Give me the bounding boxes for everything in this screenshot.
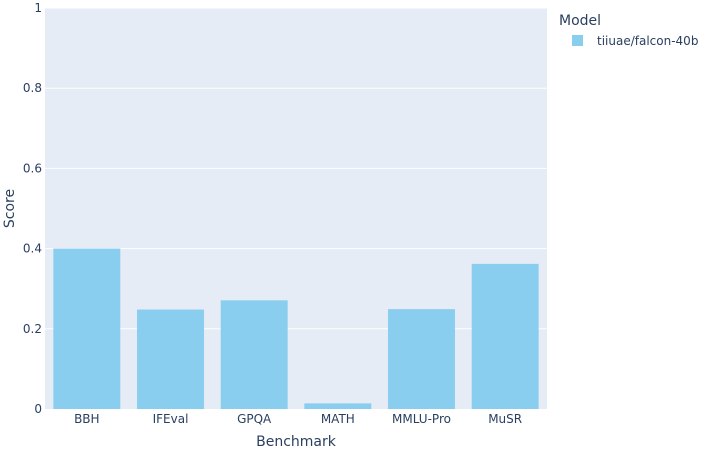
y-tick-label: 0 [34, 402, 42, 416]
y-tick-label: 1 [34, 1, 42, 15]
legend-item-label[interactable]: tiiuae/falcon-40b [597, 34, 698, 48]
legend-title: Model [559, 13, 601, 29]
legend-swatch[interactable] [572, 35, 583, 46]
gridlines [45, 7, 547, 330]
bar-mmlu-pro[interactable] [388, 309, 455, 409]
x-tick-label: BBH [74, 412, 100, 426]
y-tick-label: 0.2 [23, 322, 42, 336]
bar-math[interactable] [304, 403, 372, 409]
y-tick-label: 0.4 [23, 242, 42, 256]
x-tick-label: IFEval [153, 412, 189, 426]
y-axis-ticks: 0 0.2 0.4 0.6 0.8 1 [23, 1, 42, 416]
bar-gpqa[interactable] [220, 300, 288, 409]
y-tick-label: 0.6 [23, 161, 42, 175]
y-tick-label: 0.8 [23, 81, 42, 95]
x-axis-title: Benchmark [256, 434, 337, 450]
x-tick-label: MATH [321, 412, 355, 426]
x-tick-label: MMLU-Pro [392, 412, 451, 426]
y-axis-title: Score [2, 189, 18, 228]
bar-bbh[interactable] [53, 248, 121, 409]
x-tick-label: MuSR [488, 412, 522, 426]
legend[interactable]: Model tiiuae/falcon-40b [559, 13, 698, 48]
x-tick-label: GPQA [237, 412, 272, 426]
bar-musr[interactable] [471, 263, 539, 409]
x-axis-ticks: BBH IFEval GPQA MATH MMLU-Pro MuSR [74, 412, 522, 426]
plot-background [45, 8, 547, 409]
bars [53, 248, 539, 409]
bar-ifeval[interactable] [137, 309, 204, 409]
